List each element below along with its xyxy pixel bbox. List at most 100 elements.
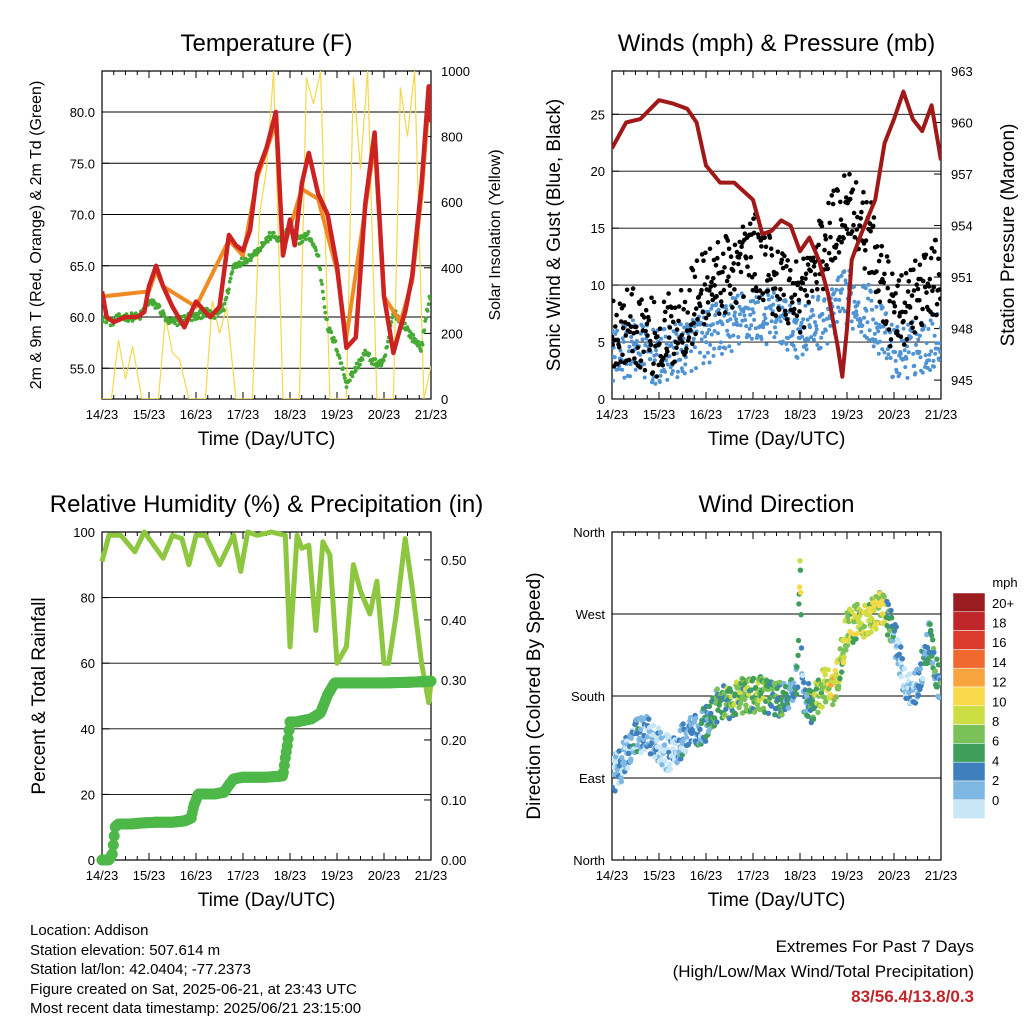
gust-point (682, 299, 688, 305)
gust-point (923, 252, 929, 258)
wind-point (752, 317, 757, 322)
gust-point (829, 193, 835, 198)
dewpoint-point (360, 357, 365, 362)
dewpoint-point (161, 311, 166, 316)
dewpoint-point (373, 357, 378, 361)
gust-point (709, 292, 715, 297)
wind-point (615, 328, 620, 333)
extremes-values: 83/56.4/13.8/0.3 (851, 987, 974, 1006)
direction-point (743, 702, 749, 708)
gust-point (672, 305, 678, 311)
dewpoint-point (342, 376, 347, 380)
gust-point (715, 240, 721, 245)
wind-point (911, 351, 916, 356)
gust-point (792, 292, 798, 298)
wind-point (869, 298, 874, 303)
wind-point (749, 336, 754, 341)
dewpoint-point (333, 339, 338, 343)
direction-point (798, 645, 805, 651)
gust-point (774, 271, 779, 276)
gust-point (680, 340, 685, 345)
gust-point (715, 255, 720, 261)
wind-point (886, 352, 891, 357)
wind-point (750, 307, 755, 312)
direction-point (931, 649, 937, 656)
direction-point (778, 697, 784, 703)
panel-title: Relative Humidity (%) & Precipitation (i… (50, 491, 483, 518)
gust-point (768, 277, 773, 282)
direction-point (873, 626, 879, 632)
gust-point (647, 338, 653, 344)
gust-point (782, 308, 788, 314)
gust-point (818, 220, 824, 225)
wind-point (689, 349, 693, 354)
wind-point (736, 341, 741, 346)
wind-point (708, 342, 713, 347)
wind-point (877, 339, 882, 344)
wind-point (888, 356, 893, 360)
y-axis-label: Sonic Wind & Gust (Blue, Black) (544, 99, 565, 371)
wind-point (756, 300, 761, 304)
gust-point (823, 237, 829, 242)
wind-point (685, 322, 689, 327)
gust-point (706, 312, 711, 318)
gust-point (724, 278, 730, 284)
wind-point (705, 350, 710, 355)
gust-point (669, 305, 675, 311)
y-right-tick-label: 960 (951, 116, 973, 131)
x-tick-label: 17/23 (227, 868, 260, 883)
y-right-tick-label: 1000 (441, 64, 470, 79)
wind-point (884, 311, 889, 316)
y-tick-label: 0 (88, 853, 95, 868)
wind-point (834, 287, 839, 292)
y-tick-label: North (573, 525, 605, 540)
wind-point (790, 333, 795, 337)
legend-swatch (952, 649, 986, 669)
dewpoint-point (385, 345, 389, 349)
wind-point (764, 306, 768, 311)
direction-point (751, 709, 758, 715)
gust-point (697, 303, 703, 309)
gust-point (763, 252, 768, 257)
wind-point (735, 322, 740, 327)
wind-point (786, 336, 790, 341)
direction-point (937, 680, 941, 686)
wind-series (612, 89, 941, 386)
direction-point (661, 742, 668, 748)
dewpoint-point (304, 237, 308, 242)
wind-point (895, 324, 900, 329)
gust-point (909, 320, 914, 326)
wind-point (627, 344, 632, 349)
gust-point (700, 309, 706, 315)
direction-point (899, 656, 905, 662)
gust-point (635, 345, 640, 350)
wind-point (764, 342, 769, 347)
extremes-subtitle: (High/Low/Max Wind/Total Precipitation) (672, 962, 974, 981)
direction-point (797, 567, 804, 573)
wind-point (667, 354, 672, 359)
gust-point (827, 220, 833, 226)
gust-point (747, 221, 753, 227)
gust-point (612, 298, 616, 304)
x-tick-label: 15/23 (133, 407, 166, 422)
gust-point (634, 324, 639, 330)
wind-point (716, 331, 720, 336)
wind-point (658, 373, 663, 378)
wind-point (937, 358, 941, 362)
legend-swatch (952, 780, 986, 801)
gust-point (836, 250, 842, 255)
gust-point (786, 320, 791, 326)
direction-point (831, 679, 838, 686)
wind-point (893, 358, 898, 363)
gust-point (663, 309, 668, 315)
gust-point (888, 343, 893, 349)
temperature-series (102, 71, 431, 399)
wind-point (638, 352, 643, 357)
gust-point (932, 249, 937, 254)
legend-swatch (952, 743, 986, 763)
direction-point (893, 624, 899, 630)
wind-point (913, 371, 918, 376)
gust-point (638, 365, 643, 370)
y-tick-label: West (576, 607, 606, 622)
gust-point (815, 287, 820, 292)
